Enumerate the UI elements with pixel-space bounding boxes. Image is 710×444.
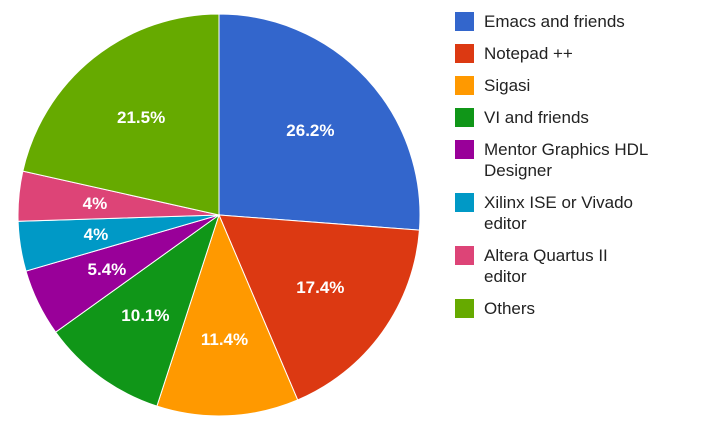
pie-slice-labels: 26.2% 17.4% 11.4% 10.1% 5.4% 4% 4% 21.5% [83,108,345,349]
pie-slice-notepad [218,214,420,401]
legend-label: editor [484,214,527,233]
legend-swatch [455,140,474,159]
pie-slices [17,13,421,417]
slice-label-xilinx-ise-or-vivado-editor: 4% [84,225,109,244]
legend-label: editor [484,267,527,286]
legend-label: Notepad ++ [484,44,573,63]
legend-item-notepad: Notepad ++ [455,44,573,63]
legend-swatch [455,193,474,212]
legend-swatch [455,246,474,265]
legend-item-sigasi: Sigasi [455,76,530,95]
slice-label-sigasi: 11.4% [201,330,248,349]
slice-label-vi-and-friends: 10.1% [121,306,169,325]
pie-slice-emacs-and-friends [218,13,421,231]
legend-label: Others [484,299,535,318]
slice-label-altera-quartus-ii-editor: 4% [83,194,108,213]
pie-slice-vi-and-friends [54,213,220,407]
pie-slice-sigasi [156,213,299,417]
legend-swatch [455,76,474,95]
pie-slice-others [22,13,220,216]
legend-item-others: Others [455,299,535,318]
legend-label: Xilinx ISE or Vivado [484,193,633,212]
legend-item-vi-and-friends: VI and friends [455,108,589,127]
slice-label-others: 21.5% [117,108,165,127]
legend-swatch [455,12,474,31]
legend-label: Sigasi [484,76,530,95]
legend-swatch [455,299,474,318]
legend-label: Designer [484,161,552,180]
legend-label: Altera Quartus II [484,246,608,265]
legend-item-altera-quartus-ii-editor: Altera Quartus II editor [455,246,608,286]
legend-label: VI and friends [484,108,589,127]
legend-swatch [455,44,474,63]
legend-swatch [455,108,474,127]
legend-label: Mentor Graphics HDL [484,140,648,159]
legend-item-xilinx-ise-or-vivado-editor: Xilinx ISE or Vivado editor [455,193,633,233]
legend-label: Emacs and friends [484,12,625,31]
legend-item-emacs-and-friends: Emacs and friends [455,12,625,31]
slice-label-notepad: 17.4% [296,278,344,297]
legend: Emacs and friends Notepad ++ Sigasi VI and … [455,12,648,318]
slice-label-emacs-and-friends: 26.2% [286,121,334,140]
slice-label-mentor-graphics-hdl-designer: 5.4% [88,260,127,279]
legend-item-mentor-graphics-hdl-designer: Mentor Graphics HDL Designer [455,140,648,180]
